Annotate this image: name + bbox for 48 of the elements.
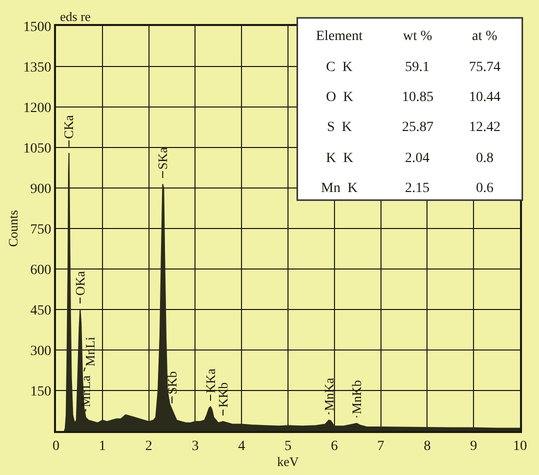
text: eds re (60, 9, 91, 24)
y-tick-label: 900 (30, 182, 52, 197)
annotation: Element (316, 29, 363, 44)
y-tick-label: 750 (30, 222, 52, 238)
annotation: at % (472, 29, 498, 44)
annotation: 2.15 (405, 181, 430, 196)
x-tick-label: 8 (424, 438, 431, 454)
annotation: C K (326, 60, 352, 75)
x-tick-label: 3 (192, 438, 199, 454)
y-tick-label: 1050 (23, 141, 52, 156)
annotation: 59.1 (405, 60, 430, 75)
y-tick-label: 1200 (23, 100, 52, 116)
y-tick-label: 150 (30, 384, 52, 400)
x-tick-label: 7 (377, 438, 384, 454)
annotation: 12.42 (469, 120, 500, 135)
y-tick-label: 600 (30, 262, 52, 278)
x-tick-label: 0 (52, 438, 60, 454)
annotation: 0.8 (476, 151, 494, 166)
y-tick-label: 450 (30, 303, 52, 318)
x-tick-label: 9 (470, 438, 478, 454)
x-tick-label: 1 (98, 438, 106, 454)
annotation: K K (326, 151, 354, 166)
annotation: wt % (403, 29, 432, 44)
y-axis-title: Counts (6, 210, 21, 247)
annotation: KKb (215, 382, 230, 408)
annotation: OKa (72, 270, 88, 296)
x-axis-title: keV (277, 454, 300, 469)
annotation: CKa (61, 114, 76, 139)
annotation: 2.04 (405, 151, 430, 166)
annotation: 10.85 (402, 90, 434, 105)
y-tick-label: 1350 (23, 60, 52, 76)
annotation: MnKb (349, 380, 364, 414)
annotation: SKa (154, 147, 170, 170)
annotation: 10.44 (469, 90, 500, 105)
x-tick-label: 6 (330, 438, 338, 454)
annotation: 25.87 (402, 120, 434, 135)
annotation: S K (327, 120, 352, 135)
y-tick-label: 300 (30, 344, 52, 359)
x-tick-label: 5 (284, 438, 292, 454)
annotation: 75.74 (469, 60, 500, 75)
annotation: O K (326, 90, 354, 105)
annotation: 0.6 (476, 181, 494, 196)
y-tick-label: 1500 (23, 20, 52, 35)
annotation: Mn K (321, 181, 358, 196)
x-tick-label: 10 (513, 438, 527, 454)
x-tick-label: 2 (145, 438, 152, 454)
x-tick-label: 4 (238, 438, 246, 454)
annotation: SKb (164, 371, 180, 394)
